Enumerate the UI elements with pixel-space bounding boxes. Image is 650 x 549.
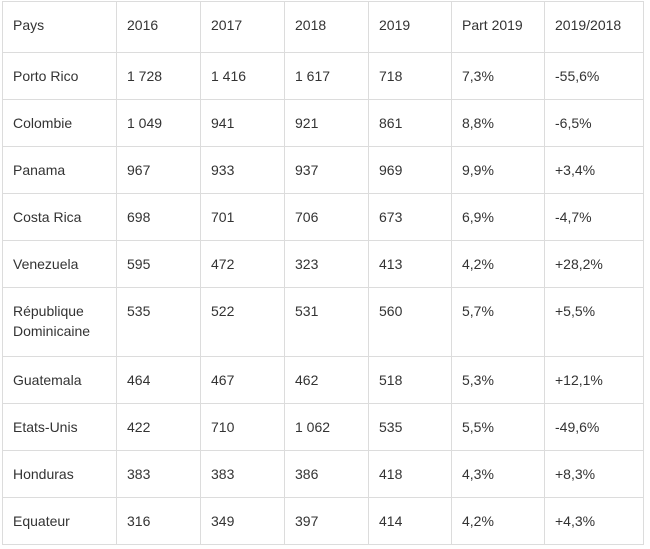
- cell-2017: 467: [200, 356, 285, 404]
- cell-country: Honduras: [2, 450, 117, 498]
- cell-country: Colombie: [2, 99, 117, 147]
- cell-2017: 1 416: [200, 52, 285, 100]
- table-row: Porto Rico 1 728 1 416 1 617 718 7,3% -5…: [2, 52, 644, 100]
- cell-country: Etats-Unis: [2, 403, 117, 451]
- cell-2017: 522: [200, 287, 285, 357]
- cell-2018: 462: [284, 356, 369, 404]
- cell-change: -49,6%: [544, 403, 644, 451]
- cell-2017: 349: [200, 497, 285, 545]
- cell-2016: 1 728: [116, 52, 201, 100]
- cell-part-2019: 4,2%: [451, 240, 545, 288]
- cell-part-2019: 6,9%: [451, 193, 545, 241]
- cell-change: +28,2%: [544, 240, 644, 288]
- cell-change: +3,4%: [544, 146, 644, 194]
- table-row: Honduras 383 383 386 418 4,3% +8,3%: [2, 450, 644, 498]
- header-cell-part-2019: Part 2019: [451, 1, 545, 53]
- cell-2018: 937: [284, 146, 369, 194]
- cell-change: +4,3%: [544, 497, 644, 545]
- cell-2016: 422: [116, 403, 201, 451]
- cell-part-2019: 8,8%: [451, 99, 545, 147]
- table-container: Pays 2016 2017 2018 2019 Part 2019 2019/…: [2, 1, 644, 545]
- table-row: Guatemala 464 467 462 518 5,3% +12,1%: [2, 356, 644, 404]
- cell-2017: 710: [200, 403, 285, 451]
- cell-2018: 323: [284, 240, 369, 288]
- cell-2016: 464: [116, 356, 201, 404]
- header-cell-2019: 2019: [368, 1, 452, 53]
- header-cell-pays: Pays: [2, 1, 117, 53]
- cell-2018: 706: [284, 193, 369, 241]
- cell-country: Equateur: [2, 497, 117, 545]
- table-header: Pays 2016 2017 2018 2019 Part 2019 2019/…: [2, 1, 644, 53]
- cell-country: République Dominicaine: [2, 287, 117, 357]
- cell-2018: 531: [284, 287, 369, 357]
- cell-2018: 1 062: [284, 403, 369, 451]
- cell-2017: 701: [200, 193, 285, 241]
- cell-2019: 673: [368, 193, 452, 241]
- cell-change: +12,1%: [544, 356, 644, 404]
- table-body: Porto Rico 1 728 1 416 1 617 718 7,3% -5…: [2, 52, 644, 545]
- cell-2016: 1 049: [116, 99, 201, 147]
- cell-2016: 698: [116, 193, 201, 241]
- cell-2017: 933: [200, 146, 285, 194]
- cell-country: Guatemala: [2, 356, 117, 404]
- cell-2019: 969: [368, 146, 452, 194]
- cell-2017: 472: [200, 240, 285, 288]
- cell-2017: 383: [200, 450, 285, 498]
- data-table: Pays 2016 2017 2018 2019 Part 2019 2019/…: [2, 1, 644, 545]
- cell-2017: 941: [200, 99, 285, 147]
- cell-2019: 414: [368, 497, 452, 545]
- table-row: Venezuela 595 472 323 413 4,2% +28,2%: [2, 240, 644, 288]
- cell-2019: 718: [368, 52, 452, 100]
- cell-change: -6,5%: [544, 99, 644, 147]
- cell-2016: 535: [116, 287, 201, 357]
- cell-part-2019: 4,3%: [451, 450, 545, 498]
- cell-2018: 386: [284, 450, 369, 498]
- cell-2019: 413: [368, 240, 452, 288]
- header-cell-2019-2018: 2019/2018: [544, 1, 644, 53]
- cell-country: Venezuela: [2, 240, 117, 288]
- cell-2019: 518: [368, 356, 452, 404]
- cell-2019: 535: [368, 403, 452, 451]
- header-cell-2017: 2017: [200, 1, 285, 53]
- header-row: Pays 2016 2017 2018 2019 Part 2019 2019/…: [2, 1, 644, 53]
- cell-country: Porto Rico: [2, 52, 117, 100]
- table-row: Costa Rica 698 701 706 673 6,9% -4,7%: [2, 193, 644, 241]
- cell-part-2019: 5,3%: [451, 356, 545, 404]
- cell-change: -4,7%: [544, 193, 644, 241]
- cell-2016: 316: [116, 497, 201, 545]
- cell-2019: 560: [368, 287, 452, 357]
- cell-change: -55,6%: [544, 52, 644, 100]
- cell-2016: 595: [116, 240, 201, 288]
- cell-2018: 1 617: [284, 52, 369, 100]
- table-row: Equateur 316 349 397 414 4,2% +4,3%: [2, 497, 644, 545]
- cell-change: +8,3%: [544, 450, 644, 498]
- cell-2019: 418: [368, 450, 452, 498]
- cell-change: +5,5%: [544, 287, 644, 357]
- cell-part-2019: 5,7%: [451, 287, 545, 357]
- cell-country: Costa Rica: [2, 193, 117, 241]
- table-row: Etats-Unis 422 710 1 062 535 5,5% -49,6%: [2, 403, 644, 451]
- cell-country: Panama: [2, 146, 117, 194]
- cell-2019: 861: [368, 99, 452, 147]
- cell-2018: 921: [284, 99, 369, 147]
- cell-part-2019: 9,9%: [451, 146, 545, 194]
- header-cell-2016: 2016: [116, 1, 201, 53]
- header-cell-2018: 2018: [284, 1, 369, 53]
- cell-2016: 967: [116, 146, 201, 194]
- table-row: Colombie 1 049 941 921 861 8,8% -6,5%: [2, 99, 644, 147]
- cell-part-2019: 5,5%: [451, 403, 545, 451]
- cell-part-2019: 7,3%: [451, 52, 545, 100]
- cell-2016: 383: [116, 450, 201, 498]
- cell-2018: 397: [284, 497, 369, 545]
- table-row: Panama 967 933 937 969 9,9% +3,4%: [2, 146, 644, 194]
- cell-part-2019: 4,2%: [451, 497, 545, 545]
- table-row: République Dominicaine 535 522 531 560 5…: [2, 287, 644, 357]
